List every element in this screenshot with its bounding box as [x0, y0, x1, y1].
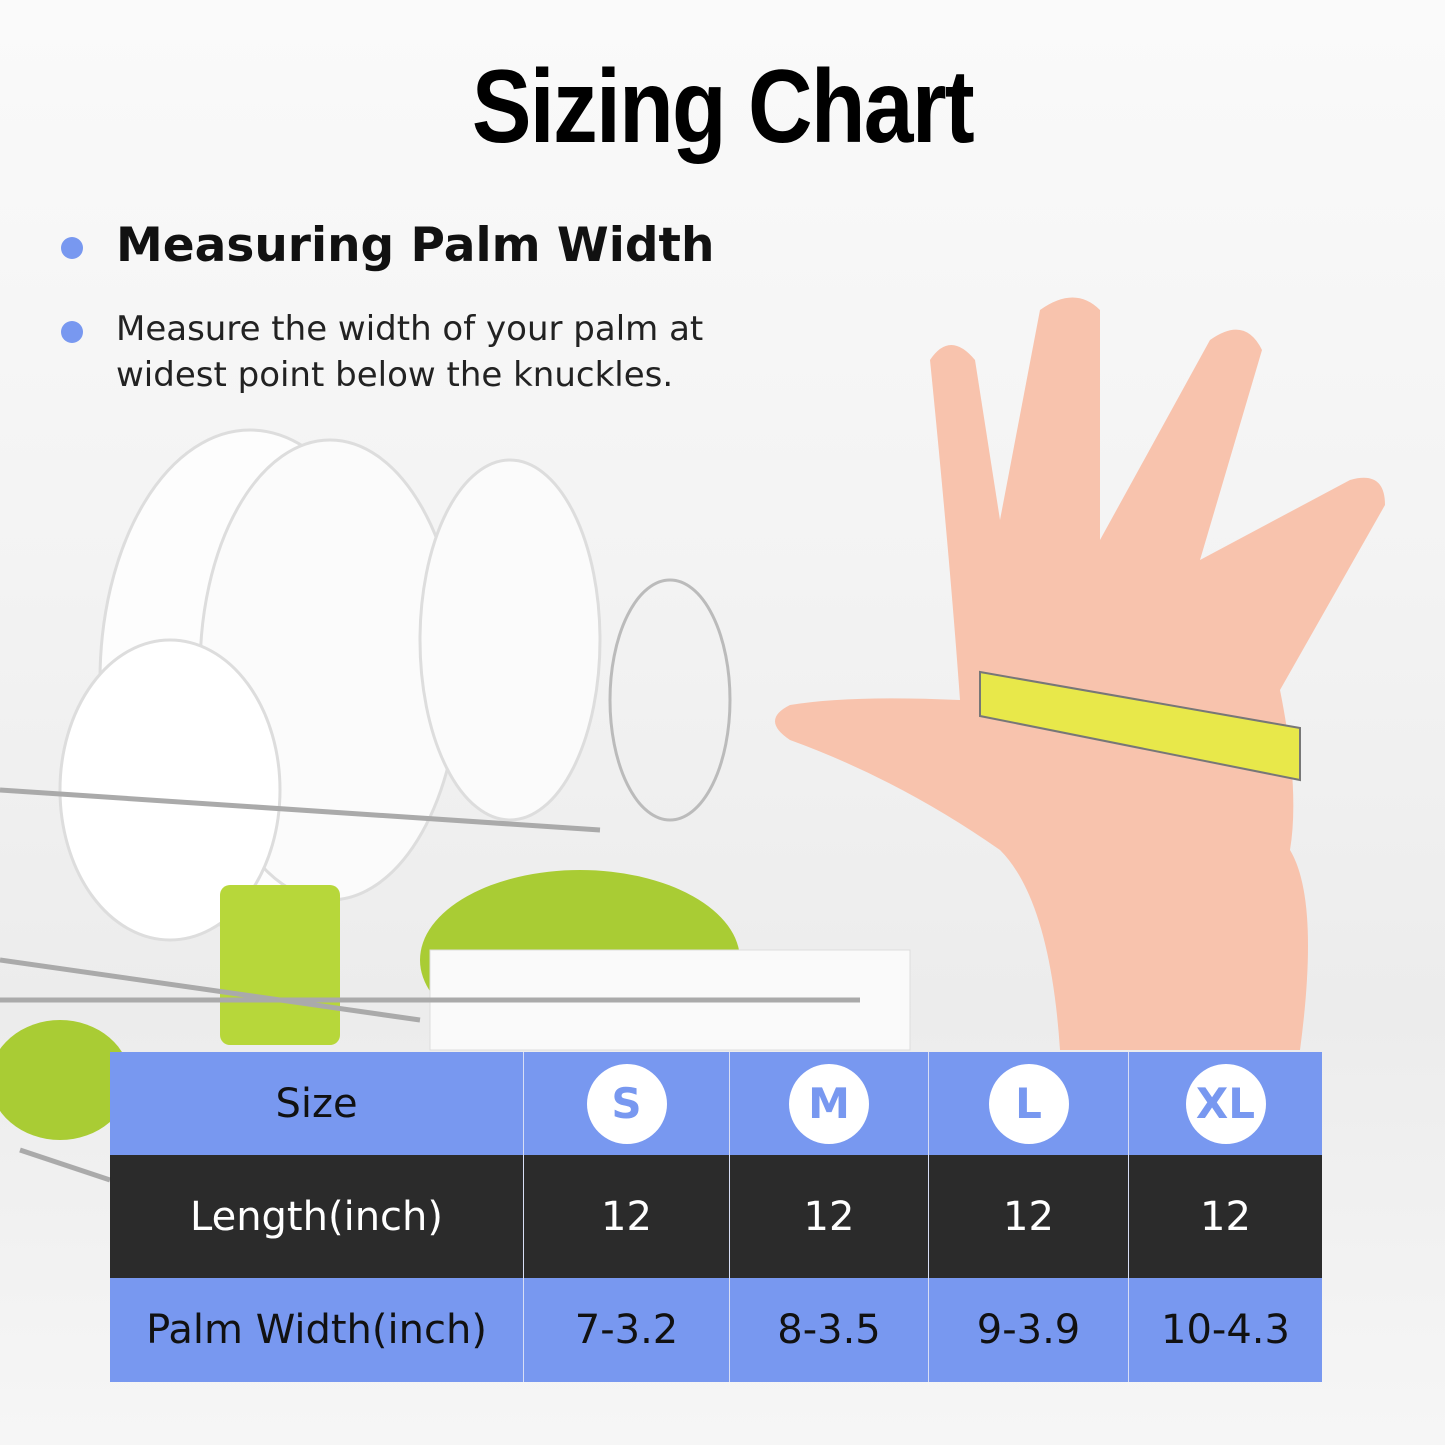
page-title: Sizing Chart [471, 49, 975, 165]
palm-width-row: Palm Width(inch) 7-3.2 8-3.5 9-3.9 10-4.… [110, 1278, 1322, 1382]
instruction-text: Measure the width of your palm at widest… [116, 309, 704, 395]
size-cell: S [523, 1052, 730, 1155]
measuring-tape-icon [979, 670, 1301, 782]
dish-rack-image [0, 428, 911, 1183]
row-label: Palm Width(inch) [110, 1278, 524, 1382]
length-row: Length(inch) 12 12 12 12 [110, 1155, 1322, 1278]
sizing-table: Size S M L XL Length(inch) 12 12 12 12 P… [110, 1052, 1322, 1382]
palm-width-cell: 7-3.2 [523, 1278, 730, 1382]
bullet-icon [61, 237, 83, 259]
palm-width-cell: 9-3.9 [928, 1278, 1129, 1382]
size-cell: XL [1128, 1052, 1322, 1155]
palm-width-cell: 8-3.5 [729, 1278, 929, 1382]
row-label: Size [110, 1052, 524, 1155]
hand-illustration [775, 297, 1385, 1050]
length-cell: 12 [523, 1155, 730, 1278]
size-badge: XL [1185, 1063, 1266, 1144]
size-badge: M [789, 1063, 869, 1144]
size-badge: S [586, 1063, 667, 1144]
length-cell: 12 [1128, 1155, 1322, 1278]
size-badge: L [988, 1063, 1069, 1144]
size-cell: L [928, 1052, 1129, 1155]
length-cell: 12 [729, 1155, 929, 1278]
size-row: Size S M L XL [110, 1052, 1322, 1155]
row-label: Length(inch) [110, 1155, 524, 1278]
palm-width-cell: 10-4.3 [1128, 1278, 1322, 1382]
section-heading: Measuring Palm Width [116, 218, 715, 273]
length-cell: 12 [928, 1155, 1129, 1278]
bullet-icon [61, 321, 83, 343]
size-cell: M [729, 1052, 929, 1155]
